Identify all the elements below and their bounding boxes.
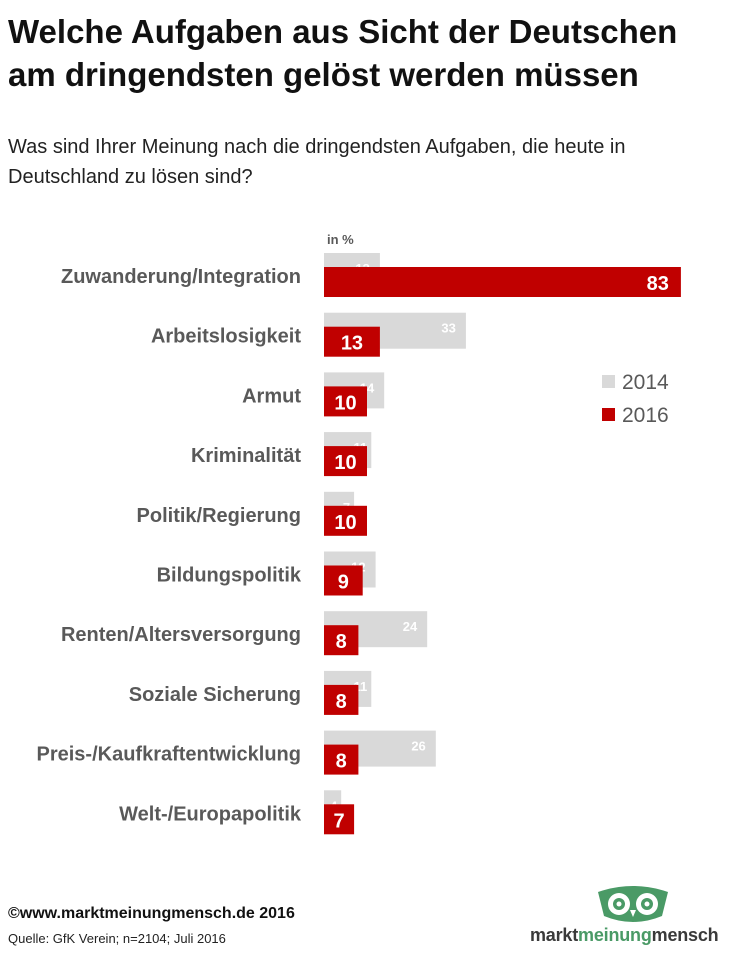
category-label: Zuwanderung/Integration: [61, 266, 301, 288]
bar-2016-row-5: [324, 505, 367, 536]
category-label: Armut: [242, 385, 301, 407]
category-label: Preis-/Kaufkraftentwicklung: [36, 744, 301, 766]
logo-wordmark: marktmeinungmensch: [530, 925, 735, 946]
value-label-2016: 10: [334, 512, 356, 534]
category-label: Kriminalität: [191, 445, 301, 467]
value-label-2016: 8: [336, 691, 347, 713]
value-label-2014: 26: [411, 739, 425, 754]
value-label-2016: 8: [336, 631, 347, 653]
value-label-2014: 24: [403, 619, 418, 634]
chart-subtitle-line-1: Was sind Ihrer Meinung nach die dringend…: [8, 136, 626, 158]
bar-2016-row-3: [324, 386, 367, 417]
category-label: Soziale Sicherung: [129, 684, 301, 706]
bar-group: Zuwanderung/Integration 13 83 Arbeitslosigk…: [36, 253, 681, 835]
chart-title: Welche Aufgaben aus Sicht der Deutschen …: [8, 10, 738, 96]
bar-2016-row-4: [324, 446, 367, 477]
category-label: Arbeitslosigkeit: [151, 326, 301, 348]
chart-subtitle-line-2: Deutschland zu lösen sind?: [8, 166, 253, 188]
category-label: Welt-/Europapolitik: [119, 803, 302, 825]
category-label: Bildungspolitik: [157, 565, 302, 587]
owl-icon: [598, 886, 668, 922]
category-label: Politik/Regierung: [137, 505, 301, 527]
logo-text-mensch: mensch: [651, 925, 719, 945]
logo-text-markt: markt: [530, 925, 579, 945]
value-label-2014: 33: [441, 321, 455, 336]
chart-legend: 2014 2016: [602, 371, 669, 427]
logo-text-meinung: meinung: [578, 925, 652, 945]
value-label-2016: 8: [336, 751, 347, 773]
chart-title-line-1: Welche Aufgaben aus Sicht der Deutschen: [8, 13, 678, 50]
brand-logo: marktmeinungmensch: [530, 880, 735, 952]
value-label-2016: 9: [338, 572, 349, 594]
bar-2016-row-10: [324, 804, 355, 835]
legend-label-2016: 2016: [622, 404, 669, 427]
chart-title-line-2: am dringendsten gelöst werden müssen: [8, 56, 639, 93]
value-label-2016: 83: [647, 273, 669, 295]
legend-swatch-2014: [602, 375, 615, 388]
bar-2016-row-1: [324, 267, 681, 297]
copyright-text: ©www.marktmeinungmensch.de 2016: [8, 905, 295, 922]
legend-swatch-2016: [602, 408, 615, 421]
source-text: Quelle: GfK Verein; n=2104; Juli 2016: [8, 931, 226, 946]
value-label-2016: 13: [341, 333, 363, 355]
bar-2016-row-2: [324, 326, 380, 357]
bar-2016-row-7: [324, 625, 359, 656]
bar-2016-row-8: [324, 684, 359, 715]
value-label-2016: 7: [333, 810, 344, 832]
legend-label-2014: 2014: [622, 371, 669, 394]
category-label: Renten/Altersversorgung: [61, 624, 301, 646]
bar-2016-row-6: [324, 565, 363, 596]
unit-label: in %: [327, 232, 354, 247]
value-label-2016: 10: [334, 392, 356, 414]
chart-subtitle: Was sind Ihrer Meinung nach die dringend…: [8, 132, 733, 192]
value-label-2016: 10: [334, 452, 356, 474]
bar-2016-row-9: [324, 744, 359, 775]
